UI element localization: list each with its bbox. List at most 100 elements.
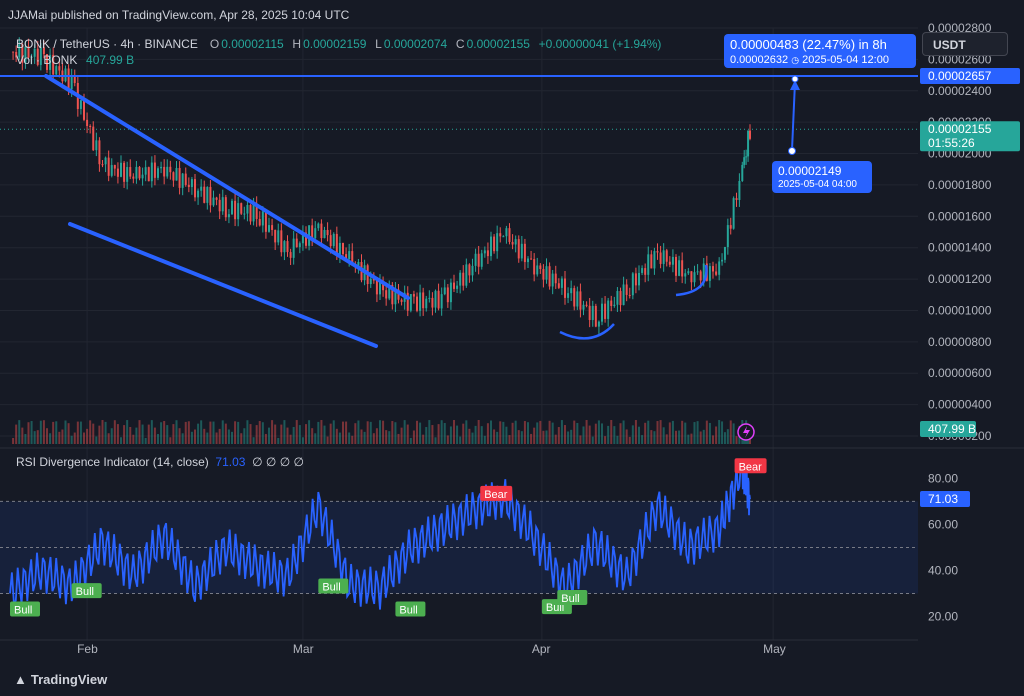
candle-body — [702, 263, 705, 281]
volume-bar — [129, 426, 132, 444]
bull-divergence-label — [318, 578, 349, 594]
price-axis[interactable]: 0.000028000.000026000.000024000.00002200… — [918, 21, 1024, 640]
volume-bar — [382, 420, 385, 444]
volume-bar — [231, 431, 233, 444]
volume-bar — [218, 428, 221, 444]
volume-bar — [459, 436, 462, 444]
volume-bar — [286, 427, 289, 444]
volume-bar — [58, 431, 61, 444]
candle-body — [628, 294, 631, 296]
candle-body — [39, 47, 42, 65]
volume-bar — [73, 432, 76, 444]
volume-bar — [517, 430, 520, 444]
candle-body — [157, 168, 159, 178]
measure-start-box[interactable]: 0.00002149 2025-05-04 04:00 — [772, 161, 872, 193]
rsi-title[interactable]: RSI Divergence Indicator (14, close) — [16, 455, 209, 469]
candle-body — [110, 165, 113, 176]
candle-body — [301, 232, 304, 244]
volume-bar — [203, 428, 206, 444]
candle-body — [437, 290, 440, 309]
volume-bar — [425, 427, 428, 444]
volume-bar — [120, 437, 122, 444]
measure-target: 0.00002632 ◷ 2025-05-04 12:00 — [730, 54, 889, 66]
current-price-badge[interactable] — [920, 121, 1020, 152]
volume-badge[interactable] — [920, 421, 976, 437]
rounded-bottom-arc[interactable] — [559, 323, 615, 340]
measure-end-point[interactable] — [791, 75, 799, 83]
candle-body — [477, 253, 480, 267]
wedge-upper-trendline[interactable] — [44, 74, 410, 300]
lightning-icon[interactable] — [737, 423, 755, 441]
volume-bar — [289, 434, 292, 444]
volume-bar — [178, 428, 181, 444]
base-arc[interactable] — [675, 264, 708, 297]
volume-bar — [372, 433, 375, 444]
volume-bar — [194, 429, 196, 444]
candle-body — [576, 291, 579, 307]
candle-body — [607, 300, 610, 319]
volume-bar — [92, 423, 95, 444]
volume-bar — [428, 420, 431, 444]
volume-bar — [104, 421, 107, 444]
volume-bar — [616, 435, 619, 444]
candle-body — [440, 294, 443, 309]
candle-body — [480, 253, 483, 267]
candle-body — [493, 236, 496, 252]
volume-label[interactable]: Vol · BONK — [16, 53, 78, 67]
tradingview-logo[interactable]: ▲ TradingView — [14, 672, 107, 687]
candle-body — [221, 197, 224, 212]
volume-bar — [391, 421, 394, 444]
measure-arrow[interactable] — [791, 81, 796, 151]
candle-body — [665, 250, 668, 262]
volume-bar — [252, 437, 255, 444]
candle-body — [747, 130, 750, 157]
volume-bar — [175, 420, 178, 444]
volume-bar — [437, 424, 440, 444]
target-price-badge[interactable] — [920, 68, 1020, 84]
high-value: 0.00002159 — [303, 37, 367, 51]
candle-body — [268, 225, 270, 232]
symbol-title[interactable]: BONK / TetherUS · 4h · BINANCE — [16, 37, 198, 51]
candle-body — [129, 167, 132, 177]
candle-body — [42, 47, 45, 55]
volume-bar — [505, 426, 508, 444]
wedge-lower-trendline[interactable] — [68, 222, 378, 348]
candle-body — [693, 272, 696, 283]
candle-body — [729, 225, 732, 229]
clock-icon: ◷ — [791, 55, 800, 65]
currency-button[interactable]: USDT — [922, 32, 1008, 56]
candle-body — [735, 198, 738, 200]
volume-bar — [237, 421, 240, 444]
candle-body — [67, 68, 70, 90]
volume-bar — [190, 431, 193, 444]
candle-body — [551, 273, 554, 287]
volume-bar — [696, 421, 699, 444]
tradingview-icon: ▲ — [14, 672, 27, 687]
volume-bar — [434, 437, 437, 444]
volume-bar — [323, 425, 326, 444]
volume-bar — [502, 421, 505, 444]
candle-body — [511, 241, 514, 245]
candle-body — [190, 179, 193, 188]
volume-bar — [255, 425, 258, 444]
volume-bar — [30, 421, 33, 444]
candle-body — [79, 100, 82, 109]
volume-bar — [579, 435, 582, 444]
candle-body — [73, 76, 76, 83]
volume-bar — [215, 432, 218, 444]
candle-body — [588, 305, 591, 320]
candle-body — [104, 157, 107, 165]
volume-bar — [98, 425, 101, 444]
candle-body — [456, 285, 459, 289]
candle-body — [311, 225, 314, 239]
price-tick-label: 0.00001000 — [928, 303, 992, 317]
measure-start-point[interactable] — [788, 147, 796, 155]
volume-bar — [588, 425, 591, 444]
candle-body — [212, 197, 215, 206]
candle-body — [135, 166, 138, 179]
measure-box[interactable]: 0.00000483 (22.47%) in 8h 0.00002632 ◷ 2… — [724, 34, 916, 68]
candle-body — [338, 242, 341, 256]
volume-bar — [480, 426, 483, 444]
time-axis[interactable]: Feb Mar Apr May — [0, 639, 918, 656]
